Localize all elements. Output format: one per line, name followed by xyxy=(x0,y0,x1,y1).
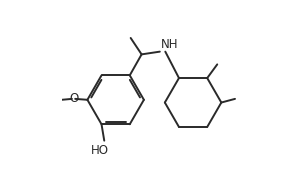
Text: O: O xyxy=(69,92,78,105)
Text: HO: HO xyxy=(91,144,109,157)
Text: NH: NH xyxy=(160,38,178,51)
